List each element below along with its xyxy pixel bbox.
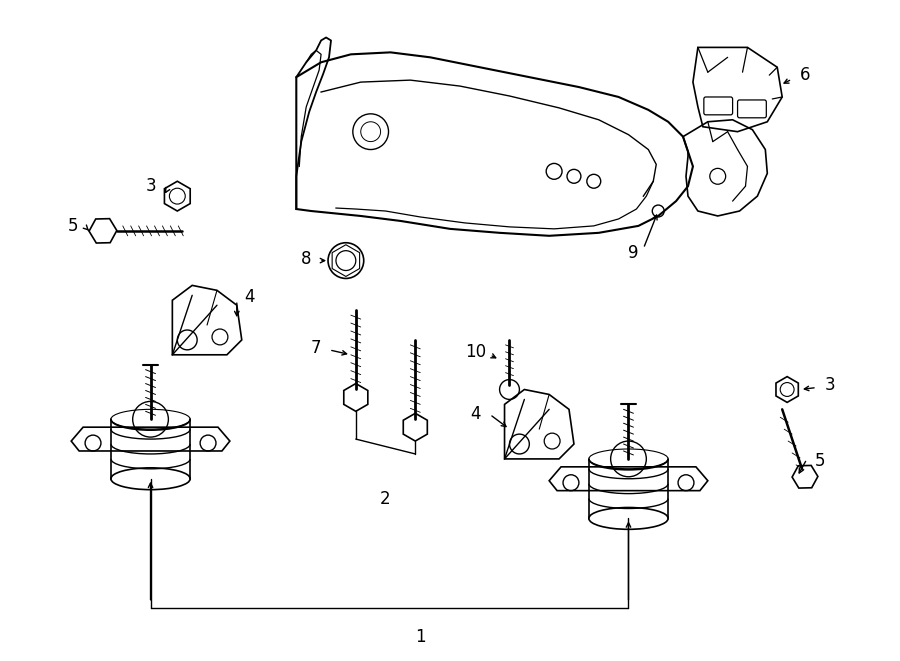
Text: 4: 4 [471, 405, 481, 423]
Text: 4: 4 [245, 288, 255, 306]
Text: 10: 10 [465, 343, 486, 361]
Text: 9: 9 [628, 244, 639, 262]
Text: 5: 5 [814, 452, 825, 470]
Text: 3: 3 [824, 375, 835, 393]
Text: 7: 7 [310, 339, 321, 357]
Text: 1: 1 [415, 629, 426, 646]
Text: 3: 3 [145, 177, 156, 195]
Text: 8: 8 [301, 250, 311, 268]
Text: 5: 5 [68, 217, 78, 235]
Text: 2: 2 [380, 490, 391, 508]
Text: 6: 6 [800, 66, 810, 84]
